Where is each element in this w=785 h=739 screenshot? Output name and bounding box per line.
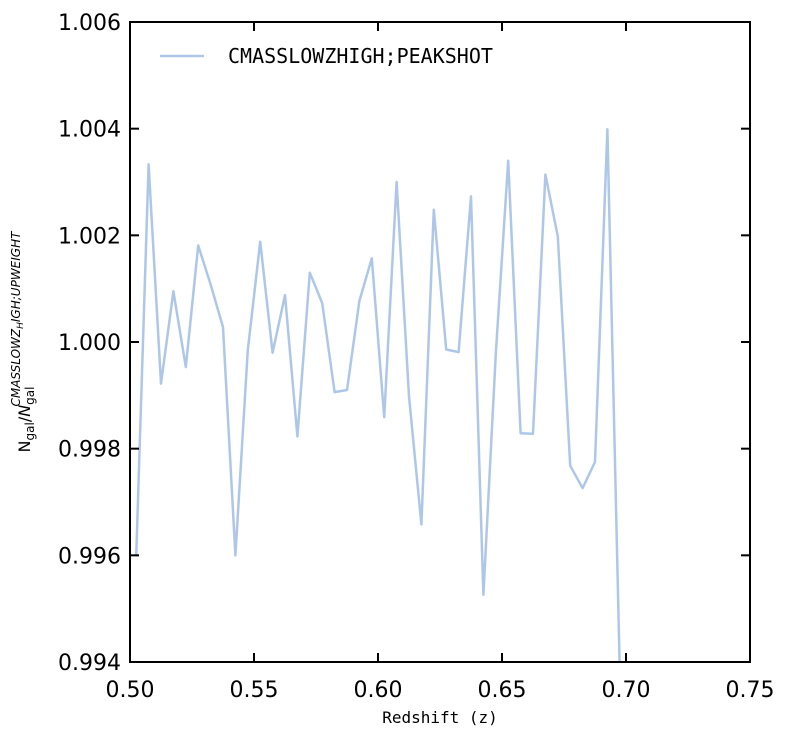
y-label-rhs: N	[15, 405, 34, 417]
y-tick-label: 1.000	[58, 331, 121, 356]
x-tick-label: 0.75	[726, 678, 775, 703]
y-label-slash: /	[15, 416, 34, 422]
x-tick-label: 0.65	[478, 678, 527, 703]
y-label-lhs: N	[15, 440, 34, 452]
y-axis-label: Ngal/NgalCMASSLOWZHIGH;UPWEIGHT	[9, 230, 37, 453]
tick-labels-layer: 0.50 0.55 0.60 0.65 0.70 0.75 0.994 0.996 0.998 1…	[58, 11, 774, 703]
plot-frame	[129, 21, 751, 663]
y-label-rhs-sup-rest: IGH;UPWEIGHT	[9, 230, 23, 322]
y-label-rhs-sup: CMASSLOWZ	[9, 328, 23, 406]
y-label-rhs-sup-sub: H	[16, 322, 26, 329]
x-tick-label: 0.70	[602, 678, 651, 703]
legend: CMASSLOWZHIGH;PEAKSHOT	[160, 44, 493, 68]
x-tick-label: 0.50	[106, 678, 155, 703]
y-tick-label: 1.002	[58, 224, 121, 249]
x-tick-label: 0.60	[354, 678, 403, 703]
y-tick-label: 0.996	[58, 544, 121, 569]
y-tick-label: 1.006	[58, 11, 121, 36]
series-line	[134, 127, 621, 662]
y-label-lhs-sub: gal	[23, 422, 37, 440]
y-label-rhs-sub: gal	[23, 387, 37, 405]
legend-label: CMASSLOWZHIGH;PEAKSHOT	[228, 44, 493, 68]
y-tick-label: 0.998	[58, 438, 121, 463]
x-axis-label: Redshift (z)	[382, 708, 498, 727]
y-tick-label: 1.004	[58, 118, 121, 143]
svg-text:Ngal/NgalCMASSLOWZHIGH;UPWEIGH: Ngal/NgalCMASSLOWZHIGH;UPWEIGHT	[9, 230, 37, 453]
series-layer	[134, 127, 621, 662]
x-tick-label: 0.55	[230, 678, 279, 703]
y-tick-label: 0.994	[58, 651, 121, 676]
